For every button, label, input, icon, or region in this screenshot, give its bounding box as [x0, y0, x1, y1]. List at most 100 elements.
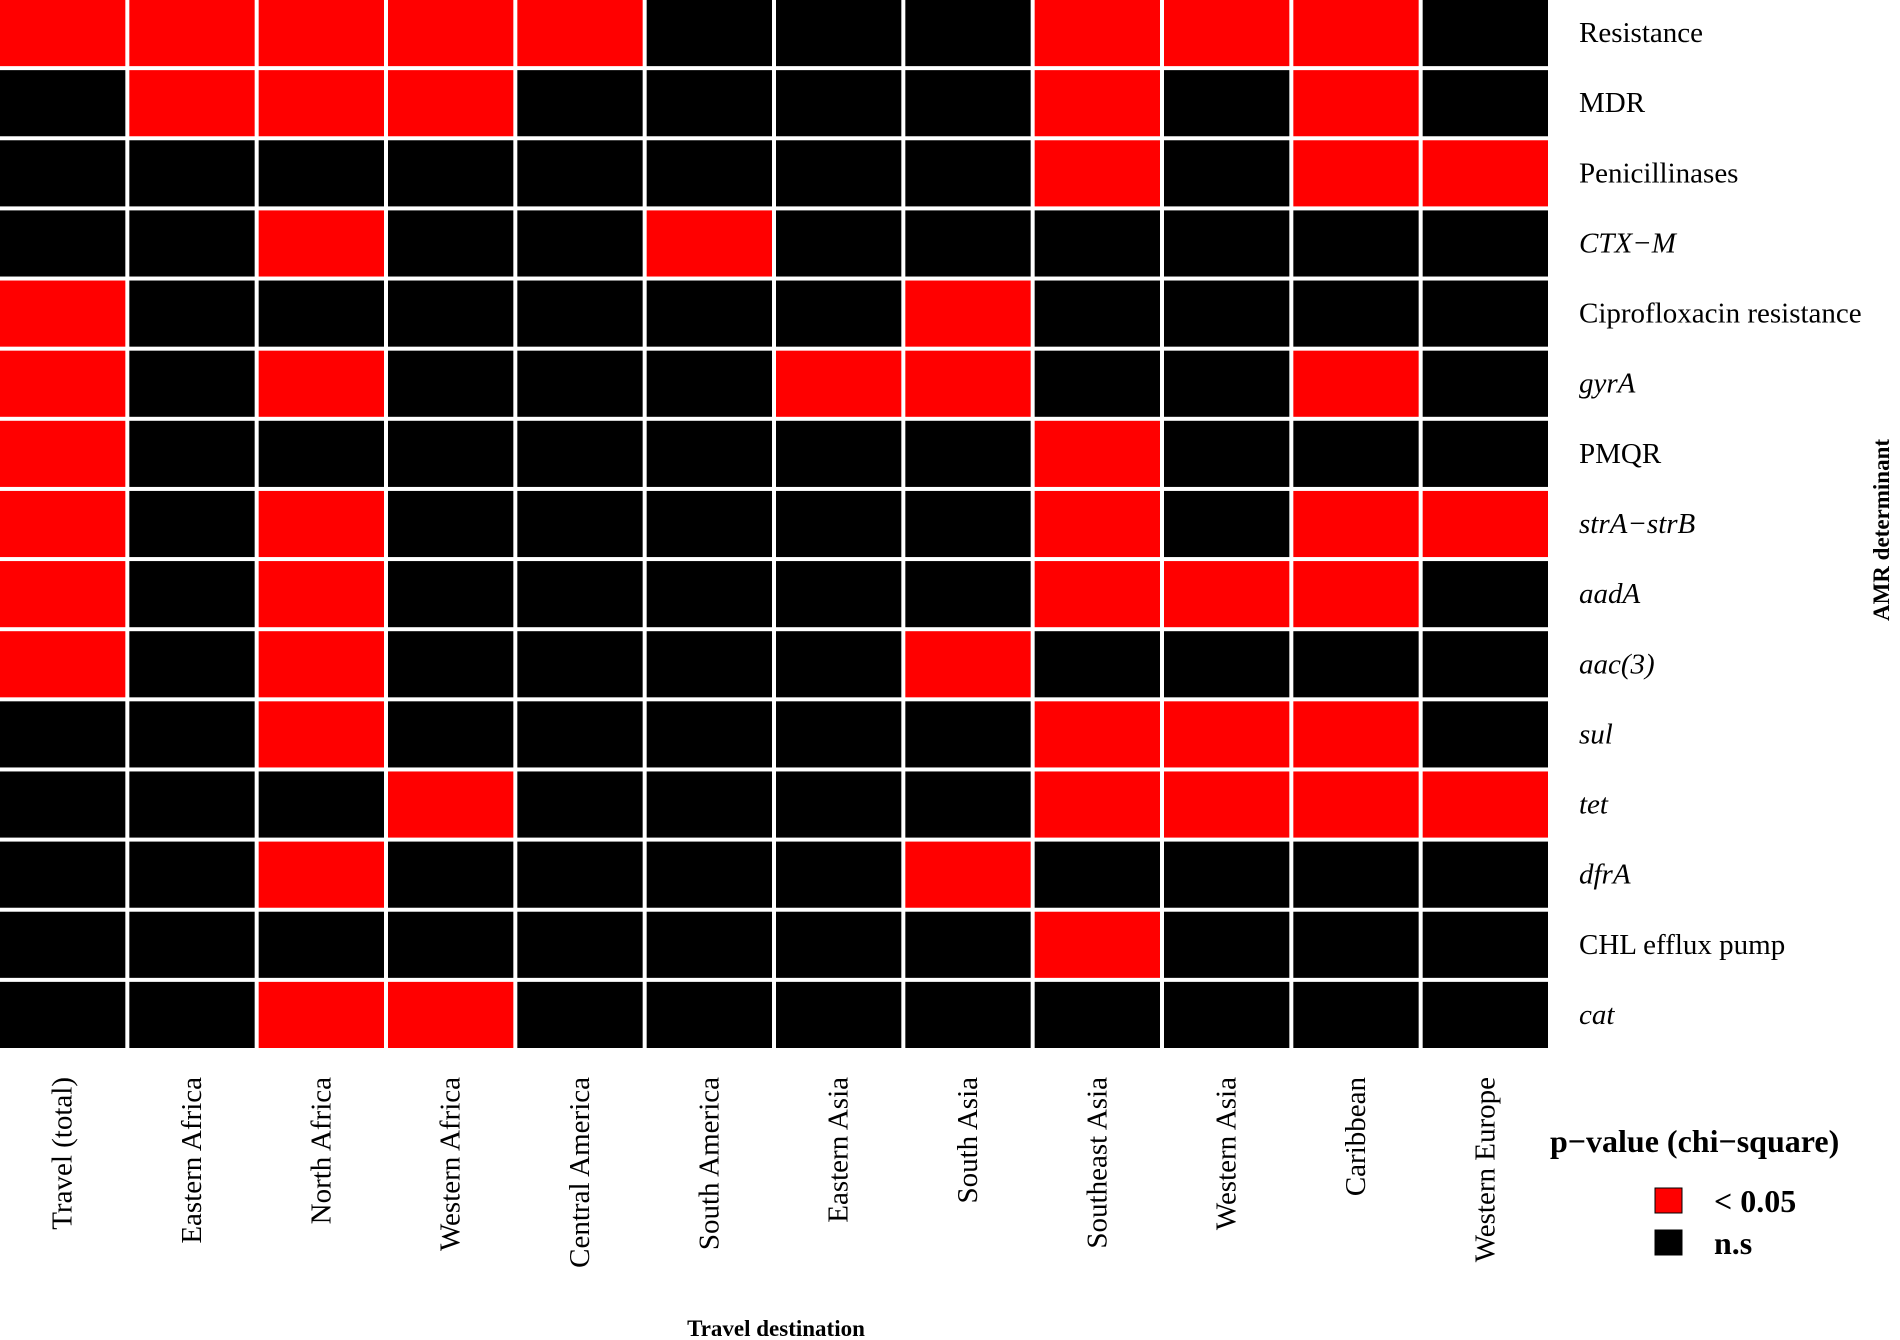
heatmap-cell-penicillinases-travel-total	[0, 140, 126, 207]
heatmap-cell-aada-caribbean	[1293, 561, 1419, 628]
heatmap-cell-aac-3-western-europe	[1422, 631, 1548, 698]
heatmap-cell-dfra-central-america	[517, 841, 643, 908]
heatmap-cell-gyra-south-america	[646, 350, 772, 417]
heatmap-cell-ciprofloxacin-resistance-western-africa	[388, 280, 514, 347]
heatmap-cell-dfra-south-america	[646, 841, 772, 908]
heatmap-cell-mdr-eastern-africa	[129, 70, 255, 137]
column-label-north-africa: North Africa	[305, 1077, 337, 1224]
row-label-aac-3: aac(3)	[1579, 648, 1655, 680]
heatmap-cell-penicillinases-western-africa	[388, 140, 514, 207]
heatmap-cell-cat-western-africa	[388, 981, 514, 1048]
heatmap-cell-sul-southeast-asia	[1034, 701, 1160, 768]
heatmap-cell-chl-efflux-pump-western-africa	[388, 911, 514, 978]
heatmap-cell-aada-eastern-asia	[776, 561, 902, 628]
heatmap-cell-tet-western-europe	[1422, 771, 1548, 838]
heatmap-cell-resistance-north-africa	[258, 0, 384, 67]
row-label-resistance: Resistance	[1579, 17, 1703, 49]
heatmap-cell-chl-efflux-pump-western-asia	[1164, 911, 1290, 978]
heatmap-cell-cat-travel-total	[0, 981, 126, 1048]
column-label-south-asia: South Asia	[952, 1077, 984, 1204]
heatmap-cell-resistance-caribbean	[1293, 0, 1419, 67]
heatmap-cell-tet-north-africa	[258, 771, 384, 838]
heatmap-cell-cat-western-europe	[1422, 981, 1548, 1048]
heatmap-cell-tet-south-america	[646, 771, 772, 838]
heatmap-cell-penicillinases-western-asia	[1164, 140, 1290, 207]
legend-label-not-significant: n.s	[1714, 1225, 1752, 1261]
x-axis-title: Travel destination	[687, 1316, 865, 1340]
heatmap-cell-aac-3-eastern-asia	[776, 631, 902, 698]
heatmap-cell-tet-eastern-asia	[776, 771, 902, 838]
heatmap-cell-ctx-m-eastern-asia	[776, 210, 902, 277]
heatmap-cell-ciprofloxacin-resistance-eastern-africa	[129, 280, 255, 347]
heatmap-cell-sul-caribbean	[1293, 701, 1419, 768]
heatmap-cell-stra-strb-eastern-asia	[776, 490, 902, 558]
heatmap-cell-ciprofloxacin-resistance-south-asia	[905, 280, 1031, 347]
heatmap-cell-resistance-eastern-africa	[129, 0, 255, 67]
column-label-eastern-africa: Eastern Africa	[176, 1077, 208, 1244]
heatmap-cell-aada-north-africa	[258, 561, 384, 628]
heatmap-cell-sul-south-asia	[905, 701, 1031, 768]
heatmap-cell-ctx-m-south-asia	[905, 210, 1031, 277]
heatmap-cell-tet-western-africa	[388, 771, 514, 838]
y-axis-title: AMR determinant	[1869, 439, 1894, 621]
heatmap-cell-cat-central-america	[517, 981, 643, 1048]
heatmap-cell-stra-strb-eastern-africa	[129, 490, 255, 558]
heatmap-cell-mdr-central-america	[517, 70, 643, 137]
column-label-south-america: South America	[693, 1077, 725, 1250]
heatmap-cell-gyra-travel-total	[0, 350, 126, 417]
row-label-sul: sul	[1579, 718, 1613, 750]
heatmap-cell-cat-eastern-asia	[776, 981, 902, 1048]
heatmap-cell-tet-southeast-asia	[1034, 771, 1160, 838]
heatmap-cell-dfra-eastern-asia	[776, 841, 902, 908]
heatmap-cells	[0, 0, 1548, 1048]
heatmap-cell-aada-central-america	[517, 561, 643, 628]
heatmap-cell-ciprofloxacin-resistance-western-europe	[1422, 280, 1548, 347]
heatmap-cell-ctx-m-north-africa	[258, 210, 384, 277]
heatmap-cell-chl-efflux-pump-central-america	[517, 911, 643, 978]
heatmap-cell-resistance-western-asia	[1164, 0, 1290, 67]
heatmap-cell-mdr-southeast-asia	[1034, 70, 1160, 137]
heatmap-cell-cat-eastern-africa	[129, 981, 255, 1048]
heatmap-cell-gyra-western-asia	[1164, 350, 1290, 417]
heatmap-cell-penicillinases-south-america	[646, 140, 772, 207]
heatmap-cell-chl-efflux-pump-western-europe	[1422, 911, 1548, 978]
heatmap-cell-aada-western-africa	[388, 561, 514, 628]
heatmap-cell-stra-strb-north-africa	[258, 490, 384, 558]
heatmap-cell-chl-efflux-pump-north-africa	[258, 911, 384, 978]
heatmap-cell-dfra-eastern-africa	[129, 841, 255, 908]
heatmap-cell-dfra-south-asia	[905, 841, 1031, 908]
heatmap-cell-gyra-southeast-asia	[1034, 350, 1160, 417]
heatmap-cell-mdr-south-asia	[905, 70, 1031, 137]
heatmap-cell-stra-strb-travel-total	[0, 490, 126, 558]
heatmap-cell-pmqr-north-africa	[258, 420, 384, 487]
heatmap-cell-pmqr-western-europe	[1422, 420, 1548, 487]
heatmap-cell-sul-western-europe	[1422, 701, 1548, 768]
heatmap-cell-pmqr-caribbean	[1293, 420, 1419, 487]
row-labels: Resistance MDR Penicillinases CTX−M Ciproflo…	[1579, 17, 1862, 1031]
row-label-dfra: dfrA	[1579, 859, 1631, 891]
heatmap-cell-stra-strb-south-asia	[905, 490, 1031, 558]
legend-swatch-0-05	[1654, 1187, 1683, 1214]
heatmap-cell-chl-efflux-pump-eastern-africa	[129, 911, 255, 978]
heatmap-cell-sul-south-america	[646, 701, 772, 768]
heatmap-cell-mdr-western-asia	[1164, 70, 1290, 137]
heatmap-cell-ctx-m-central-america	[517, 210, 643, 277]
heatmap-cell-resistance-central-america	[517, 0, 643, 67]
row-label-ctx-m: CTX−M	[1579, 227, 1678, 259]
heatmap-cell-ciprofloxacin-resistance-eastern-asia	[776, 280, 902, 347]
heatmap-cell-ciprofloxacin-resistance-western-asia	[1164, 280, 1290, 347]
heatmap-cell-ciprofloxacin-resistance-caribbean	[1293, 280, 1419, 347]
heatmap-cell-ciprofloxacin-resistance-southeast-asia	[1034, 280, 1160, 347]
heatmap-cell-sul-travel-total	[0, 701, 126, 768]
heatmap-cell-penicillinases-eastern-asia	[776, 140, 902, 207]
row-label-gyra: gyrA	[1579, 368, 1636, 400]
heatmap-cell-ctx-m-western-africa	[388, 210, 514, 277]
heatmap-cell-dfra-western-asia	[1164, 841, 1290, 908]
heatmap-cell-sul-western-africa	[388, 701, 514, 768]
row-label-tet: tet	[1579, 789, 1609, 821]
row-label-ciprofloxacin-resistance: Ciprofloxacin resistance	[1579, 298, 1862, 330]
heatmap-cell-aac-3-central-america	[517, 631, 643, 698]
heatmap-cell-chl-efflux-pump-south-america	[646, 911, 772, 978]
heatmap-cell-aada-south-america	[646, 561, 772, 628]
heatmap-cell-mdr-south-america	[646, 70, 772, 137]
